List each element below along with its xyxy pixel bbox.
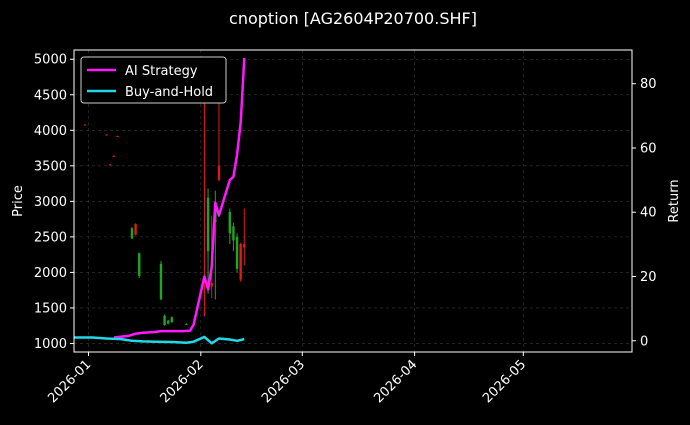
y-tick-label-right: 60 — [640, 141, 657, 156]
y-tick-label-right: 40 — [640, 206, 657, 221]
candle-body — [159, 263, 163, 300]
legend-label-ai-strategy: AI Strategy — [125, 64, 198, 79]
candle-body — [239, 243, 242, 280]
ai-strategy-line — [113, 57, 246, 339]
candle-body — [83, 124, 87, 126]
y-tick-label-left: 2000 — [34, 266, 67, 281]
y-tick-label-right: 0 — [640, 334, 648, 349]
legend-label-buy-and-hold: Buy-and-Hold — [125, 85, 213, 100]
candle-body — [170, 317, 174, 323]
candle-body — [116, 135, 119, 137]
candle-body — [232, 226, 235, 241]
candle-body — [203, 291, 206, 293]
y-tick-label-left: 1000 — [34, 337, 67, 352]
candle-body — [243, 243, 246, 248]
candle-body — [112, 155, 116, 157]
y-tick-label-left: 3500 — [34, 159, 67, 174]
line-layer — [74, 57, 246, 345]
candle-body — [235, 236, 239, 269]
legend-box — [80, 56, 227, 104]
y-tick-label-left: 3000 — [34, 195, 67, 210]
candle-body — [109, 164, 112, 166]
candle-body — [167, 320, 170, 324]
legend: AI Strategy Buy-and-Hold — [80, 56, 227, 104]
candle-body — [206, 197, 210, 252]
candle-body — [105, 134, 108, 136]
candle-body — [163, 315, 166, 325]
y-tick-label-left: 5000 — [34, 53, 67, 68]
candle-body — [130, 228, 134, 239]
candle-body — [217, 165, 221, 181]
y-tick-label-right: 80 — [640, 77, 657, 92]
y-tick-label-left: 2500 — [34, 230, 67, 245]
candle-body — [138, 253, 141, 276]
y-axis-label-left: Price — [11, 185, 26, 217]
candle-body — [185, 324, 188, 326]
y-tick-label-right: 20 — [640, 270, 657, 285]
y-tick-label-left: 4000 — [34, 124, 67, 139]
y-tick-label-left: 1500 — [34, 301, 67, 316]
candle-body — [134, 224, 137, 235]
buy-and-hold-line — [74, 335, 245, 345]
chart-title: cnoption [AG2604P20700.SHF] — [229, 9, 477, 28]
y-tick-label-left: 4500 — [34, 88, 67, 103]
y-axis-label-right: Return — [667, 179, 682, 222]
candle-body — [228, 212, 232, 234]
candle-body — [210, 283, 213, 287]
